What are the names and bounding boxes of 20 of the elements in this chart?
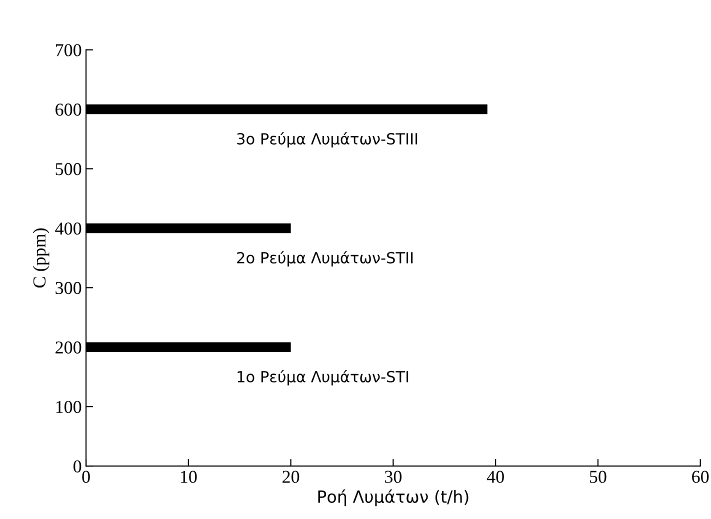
x-tick-label: 30 [385,470,402,483]
y-tick-label: 0 [74,460,82,473]
y-tick-label: 100 [56,400,82,414]
y-tick-label: 200 [56,341,82,354]
annotation: 3ο Ρεύμα Λυμάτων-STIII [237,132,418,148]
y-tick-label: 500 [56,163,82,176]
x-axis-title: Ροή Λυμάτων (t/h) [318,489,468,506]
y-tick-label: 700 [56,44,82,56]
x-tick-label: 10 [180,470,197,483]
x-tick-label: 0 [82,470,90,483]
y-tick-label: 400 [55,222,82,235]
y-tick-label: 300 [56,282,82,294]
x-tick-label: 60 [692,470,709,483]
annotation: 2ο Ρεύμα Λυμάτων-STII [237,251,413,266]
y-tick-label: 600 [56,104,82,116]
x-tick-label: 50 [590,470,606,483]
annotation: 1ο Ρεύμα Λυμάτων-STI [238,370,408,386]
x-tick-label: 20 [282,470,300,483]
x-tick-label: 40 [486,470,504,483]
y-axis-title: C (ppm) [32,228,50,288]
